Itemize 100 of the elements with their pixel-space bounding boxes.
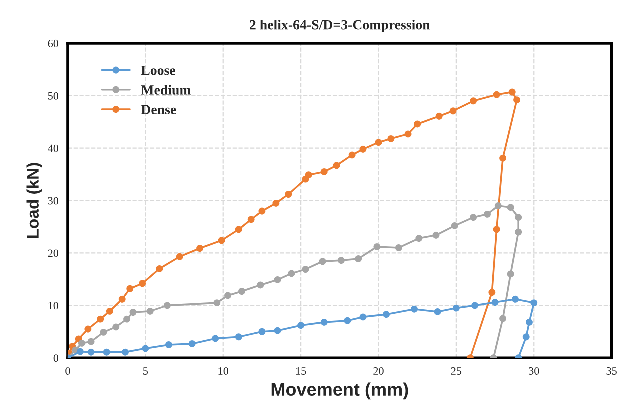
point bbox=[492, 299, 499, 306]
point bbox=[88, 338, 95, 346]
y-tick-label: 20 bbox=[48, 250, 59, 258]
point bbox=[235, 226, 242, 234]
chart-title: 2 helix-64-S/D=3-Compression bbox=[250, 20, 430, 33]
point bbox=[319, 258, 326, 266]
point bbox=[126, 285, 134, 292]
point bbox=[508, 88, 516, 96]
point bbox=[434, 308, 442, 316]
point bbox=[238, 288, 246, 295]
point bbox=[257, 282, 264, 289]
point bbox=[452, 304, 460, 312]
point bbox=[507, 204, 514, 212]
point bbox=[78, 340, 86, 347]
point bbox=[76, 348, 84, 356]
point bbox=[146, 308, 154, 315]
point bbox=[112, 324, 120, 331]
point bbox=[285, 191, 292, 198]
point bbox=[432, 232, 440, 239]
point bbox=[450, 108, 457, 115]
point bbox=[97, 316, 104, 323]
point bbox=[196, 245, 204, 252]
point bbox=[164, 302, 171, 310]
point bbox=[320, 168, 328, 176]
point bbox=[436, 112, 443, 120]
point bbox=[142, 345, 150, 352]
point bbox=[494, 202, 502, 210]
point bbox=[212, 335, 220, 342]
point bbox=[383, 311, 390, 318]
point bbox=[139, 280, 146, 288]
point bbox=[118, 296, 126, 303]
point bbox=[416, 235, 423, 242]
point bbox=[522, 334, 530, 341]
point bbox=[258, 208, 266, 215]
point bbox=[360, 314, 367, 321]
point bbox=[514, 96, 521, 104]
point bbox=[470, 98, 477, 105]
x-tick-label: 25 bbox=[451, 367, 462, 375]
point bbox=[375, 139, 382, 146]
point bbox=[218, 237, 226, 244]
point bbox=[515, 228, 522, 236]
point bbox=[472, 302, 479, 310]
point bbox=[500, 154, 507, 162]
point bbox=[470, 214, 477, 222]
point bbox=[248, 216, 255, 224]
point bbox=[88, 348, 95, 356]
x-tick-label: 5 bbox=[144, 368, 148, 375]
x-axis-title: Movement (mm) bbox=[272, 382, 408, 400]
y-tick-label: 50 bbox=[48, 92, 59, 100]
point bbox=[530, 300, 538, 307]
point bbox=[411, 306, 418, 313]
point bbox=[274, 276, 282, 284]
y-tick-label: 0 bbox=[54, 354, 59, 362]
y-tick-label: 40 bbox=[48, 144, 59, 152]
point bbox=[348, 152, 356, 159]
point bbox=[395, 244, 402, 252]
y-axis-title: Load (kN) bbox=[26, 163, 42, 238]
point bbox=[414, 120, 422, 128]
x-tick-label: 35 bbox=[606, 367, 617, 375]
y-tick-label: 30 bbox=[48, 197, 59, 205]
point bbox=[156, 265, 164, 272]
point bbox=[288, 270, 296, 278]
point bbox=[404, 130, 412, 138]
point bbox=[122, 348, 129, 356]
point bbox=[526, 318, 533, 326]
point bbox=[224, 292, 232, 300]
point bbox=[176, 253, 184, 260]
point bbox=[374, 243, 381, 250]
point bbox=[103, 348, 110, 356]
point bbox=[515, 214, 522, 222]
point bbox=[305, 172, 312, 179]
point bbox=[507, 270, 514, 278]
point bbox=[124, 316, 130, 323]
point bbox=[484, 210, 491, 218]
point bbox=[214, 300, 221, 307]
point bbox=[302, 266, 310, 273]
y-tick-label: 60 bbox=[48, 40, 59, 48]
point bbox=[500, 315, 507, 322]
point bbox=[360, 146, 367, 153]
point bbox=[106, 308, 114, 315]
legend-label: Dense bbox=[141, 105, 176, 115]
point bbox=[272, 200, 280, 207]
point bbox=[320, 318, 328, 326]
point bbox=[100, 328, 108, 336]
legend-label: Loose bbox=[141, 66, 176, 76]
point bbox=[333, 162, 340, 170]
x-tick-label: 10 bbox=[218, 367, 228, 375]
x-tick-label: 0 bbox=[66, 367, 70, 375]
point bbox=[274, 327, 282, 334]
x-tick-label: 15 bbox=[296, 368, 306, 375]
point bbox=[188, 340, 196, 348]
point bbox=[298, 322, 305, 330]
x-tick-label: 20 bbox=[374, 367, 384, 375]
point bbox=[130, 309, 137, 316]
point bbox=[258, 328, 266, 336]
point bbox=[488, 289, 496, 296]
y-tick-label: 10 bbox=[48, 302, 59, 310]
point bbox=[355, 256, 362, 262]
point bbox=[338, 257, 345, 264]
x-tick-label: 30 bbox=[529, 367, 540, 375]
